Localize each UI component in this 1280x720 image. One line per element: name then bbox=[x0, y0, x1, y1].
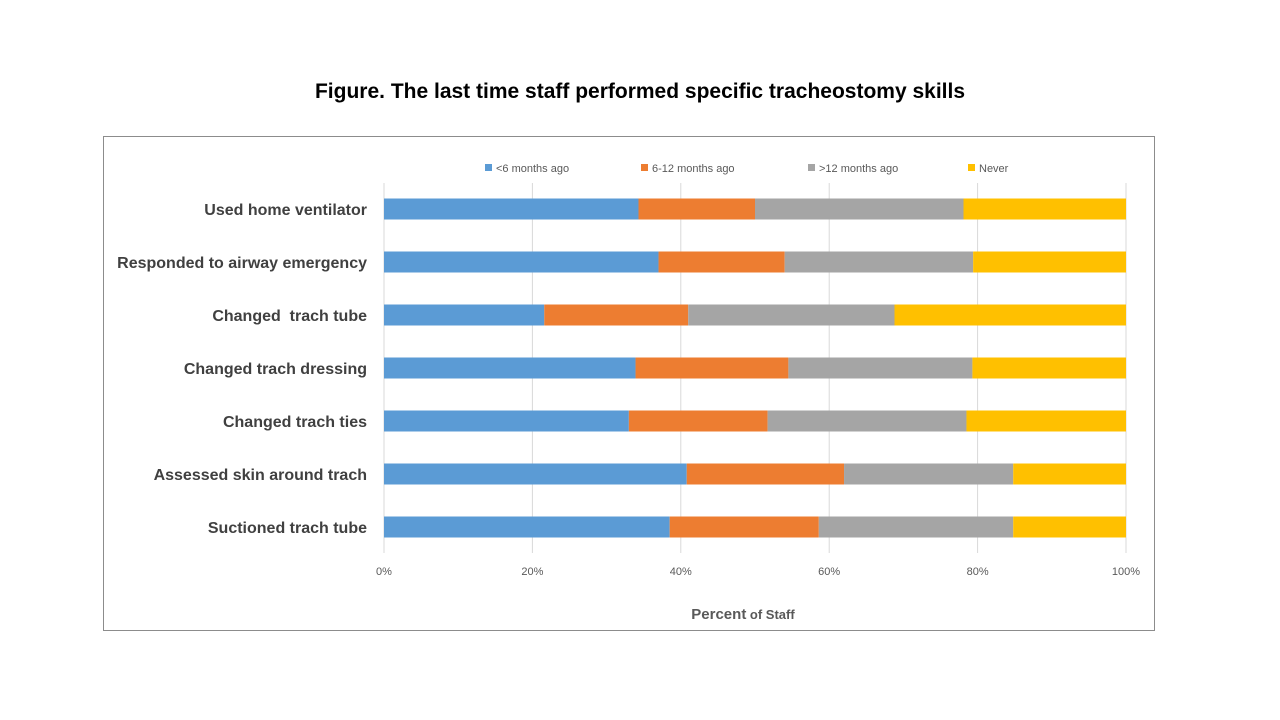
x-tick-label: 60% bbox=[818, 566, 840, 578]
x-tick-label: 20% bbox=[521, 566, 543, 578]
legend-swatch bbox=[641, 164, 648, 171]
bar-segment bbox=[669, 516, 819, 538]
x-tick-label: 0% bbox=[376, 566, 392, 578]
bar-segment bbox=[788, 357, 973, 379]
bar-segment bbox=[844, 463, 1014, 485]
bar-segment bbox=[686, 463, 845, 485]
bar-segment bbox=[963, 198, 1126, 220]
x-axis-title-suffix: of Staff bbox=[746, 607, 795, 622]
bar-segment bbox=[384, 410, 629, 432]
bar-segment bbox=[973, 251, 1126, 273]
x-tick-label: 100% bbox=[1112, 566, 1140, 578]
category-label: Changed trach tube bbox=[212, 308, 367, 325]
category-label: Suctioned trach tube bbox=[208, 520, 367, 537]
tick-labels: 0% 20% 40% 60% 80% 100% bbox=[376, 566, 1140, 578]
bar-segment bbox=[818, 516, 1014, 538]
bar-segment bbox=[544, 304, 689, 326]
bar-segment bbox=[384, 304, 545, 326]
bar-segment bbox=[894, 304, 1126, 326]
x-axis-title-main: Percent bbox=[691, 606, 746, 623]
bar-segment bbox=[638, 198, 755, 220]
bar-segment bbox=[1013, 516, 1126, 538]
bars bbox=[384, 198, 1126, 538]
category-labels: Used home ventilator Responded to airway … bbox=[117, 202, 367, 537]
category-label: Used home ventilator bbox=[204, 202, 367, 219]
bar-segment bbox=[628, 410, 768, 432]
bar-segment bbox=[635, 357, 789, 379]
category-label: Responded to airway emergency bbox=[117, 255, 367, 272]
chart-frame bbox=[103, 136, 1155, 631]
bar-segment bbox=[767, 410, 967, 432]
legend-label: >12 months ago bbox=[819, 163, 898, 175]
bar-segment bbox=[755, 198, 964, 220]
legend: <6 months ago 6-12 months ago >12 months a… bbox=[485, 163, 1009, 175]
figure-title: Figure. The last time staff performed sp… bbox=[314, 80, 966, 103]
bar-segment bbox=[972, 357, 1126, 379]
bar-segment bbox=[784, 251, 974, 273]
category-label: Changed trach ties bbox=[223, 414, 367, 431]
legend-swatch bbox=[808, 164, 815, 171]
x-tick-label: 40% bbox=[670, 566, 692, 578]
x-tick-label: 80% bbox=[967, 566, 989, 578]
bar-segment bbox=[966, 410, 1126, 432]
category-label: Changed trach dressing bbox=[184, 361, 367, 378]
legend-swatch bbox=[485, 164, 492, 171]
legend-label: Never bbox=[979, 163, 1009, 175]
bar-segment bbox=[384, 198, 639, 220]
bar-segment bbox=[688, 304, 895, 326]
bar-segment bbox=[384, 357, 636, 379]
legend-label: 6-12 months ago bbox=[652, 163, 735, 175]
bar-segment bbox=[1013, 463, 1126, 485]
bar-segment bbox=[384, 516, 670, 538]
category-label: Assessed skin around trach bbox=[154, 467, 367, 484]
bar-segment bbox=[658, 251, 785, 273]
x-axis-title: Percent of Staff bbox=[691, 606, 795, 623]
bar-segment bbox=[384, 251, 659, 273]
bar-segment bbox=[384, 463, 687, 485]
legend-swatch bbox=[968, 164, 975, 171]
legend-label: <6 months ago bbox=[496, 163, 569, 175]
